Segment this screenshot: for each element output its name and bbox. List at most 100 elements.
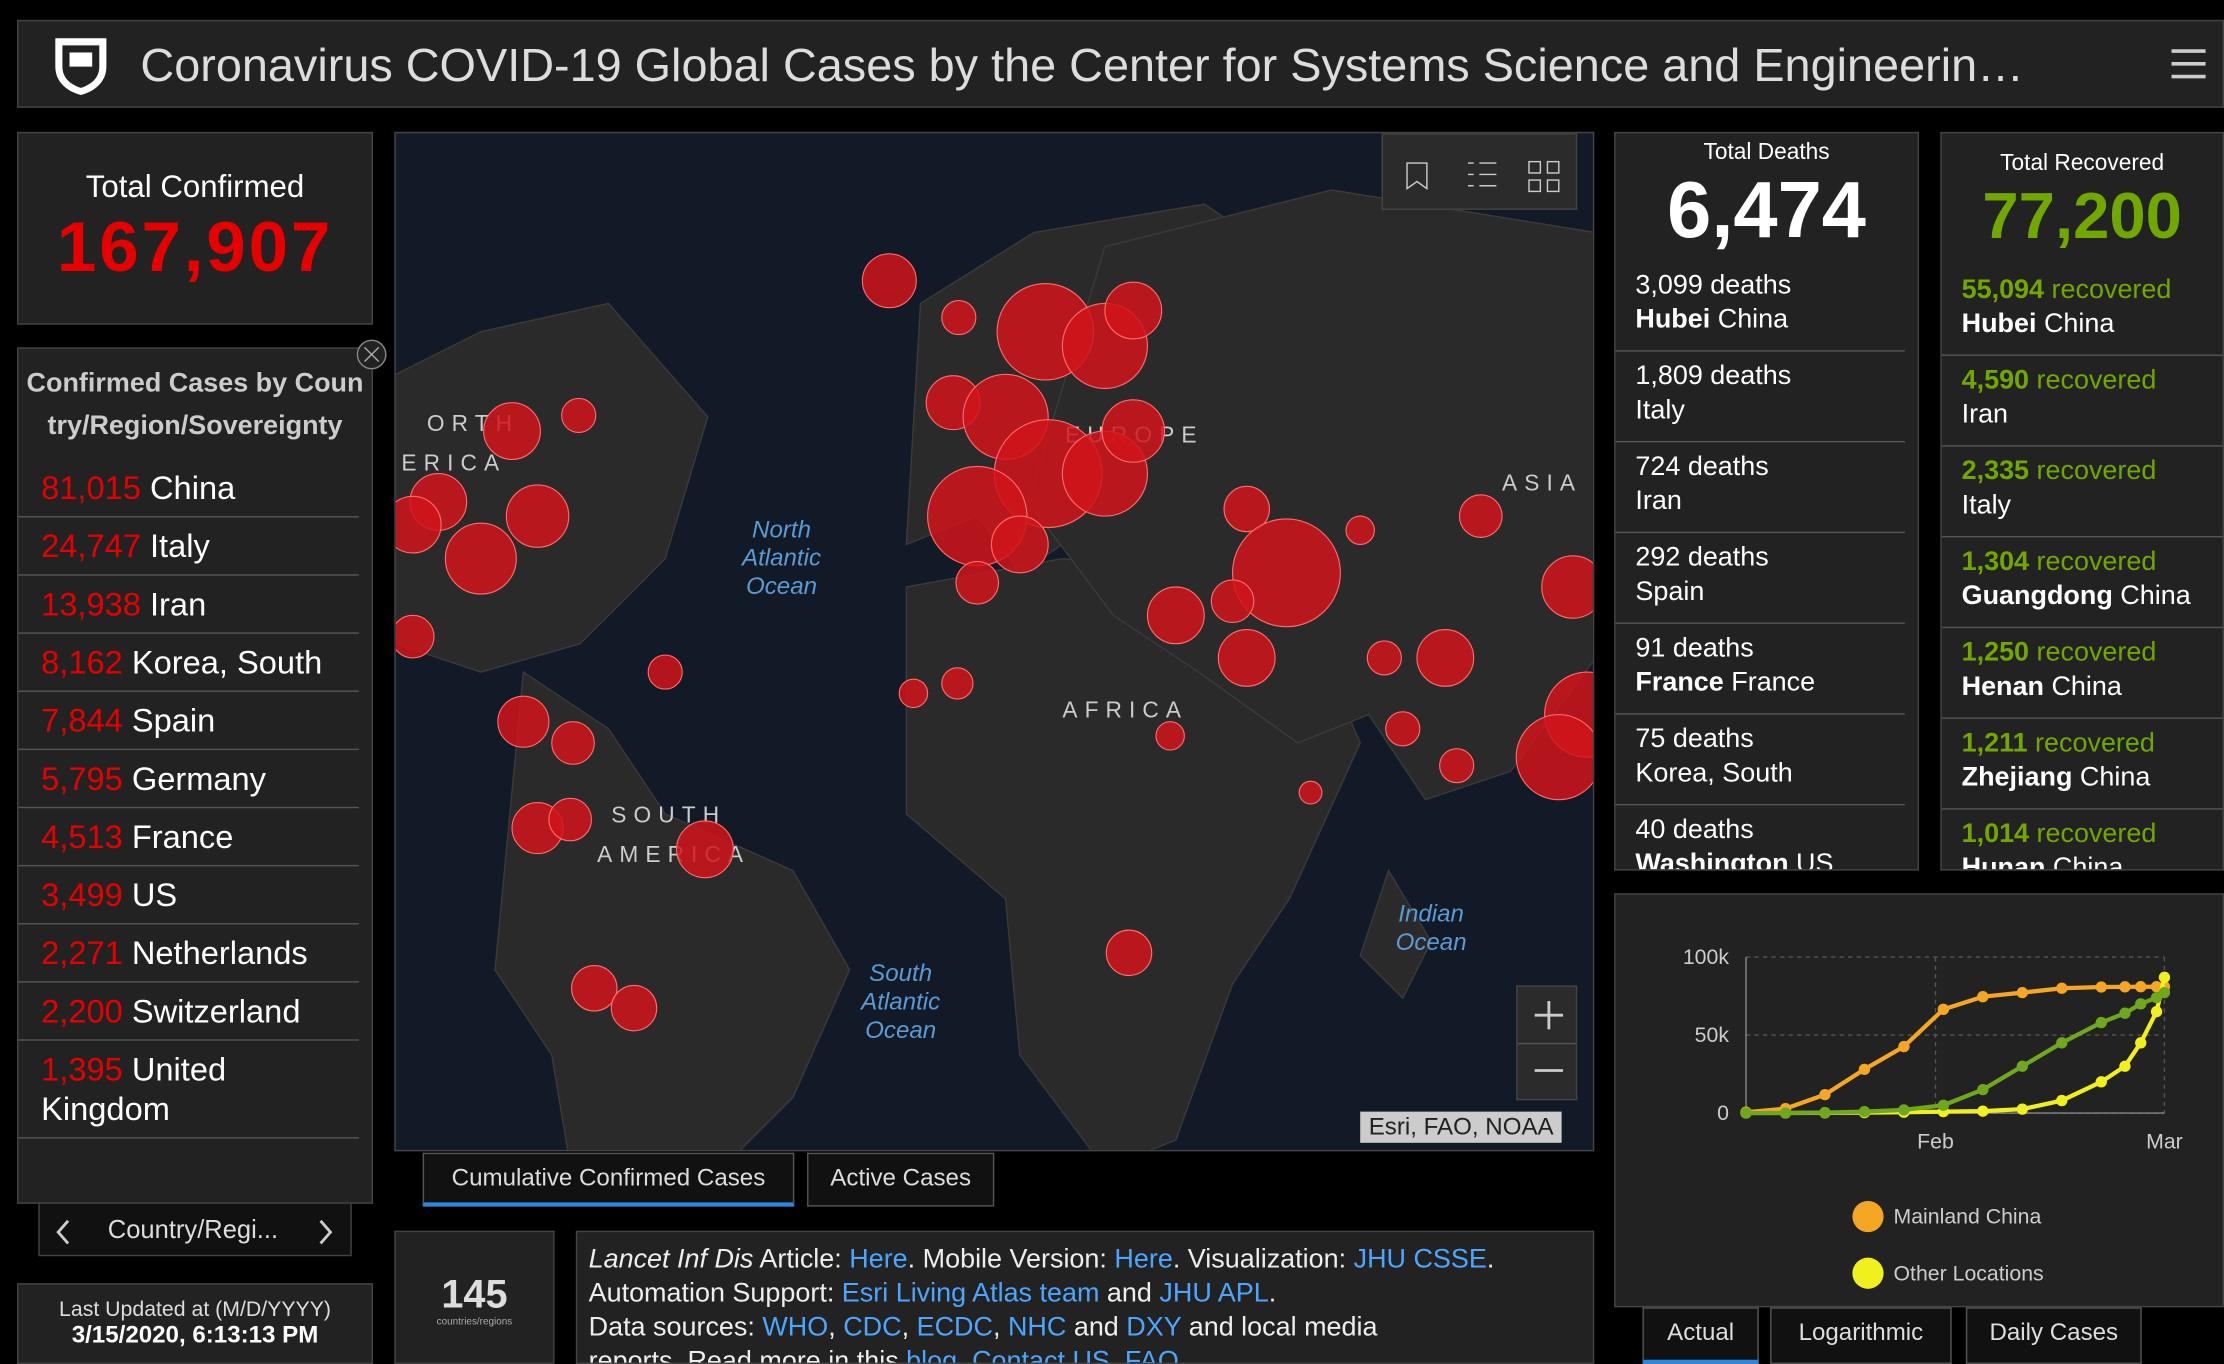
map-tab[interactable]: Active Cases	[807, 1152, 995, 1207]
case-bubble[interactable]	[1541, 555, 1594, 619]
case-bubble[interactable]	[1345, 515, 1375, 546]
list-row[interactable]: 81,015 China	[18, 459, 359, 518]
case-bubble[interactable]	[1439, 748, 1475, 784]
case-bubble[interactable]	[861, 253, 917, 309]
list-row[interactable]: 724 deaths Iran	[1615, 442, 1905, 534]
case-bubble[interactable]	[990, 515, 1049, 574]
link[interactable]: Here	[1114, 1244, 1173, 1275]
case-bubble[interactable]	[551, 721, 595, 765]
place-line: France France	[1635, 666, 1885, 700]
region: Henan	[1961, 672, 2044, 702]
case-bubble[interactable]	[1155, 721, 1185, 751]
list-row[interactable]: 1,211 recovered Zhejiang China	[1941, 719, 2223, 810]
list-row[interactable]: 2,335 recovered Italy	[1941, 447, 2223, 538]
list-row[interactable]: 1,395 United Kingdom	[18, 1041, 359, 1139]
zoom-controls	[1516, 985, 1578, 1101]
list-row[interactable]: 3,499 US	[18, 866, 359, 925]
case-bubble[interactable]	[1217, 628, 1276, 687]
case-bubble[interactable]	[548, 797, 593, 842]
case-bubble[interactable]	[1231, 518, 1341, 628]
case-bubble[interactable]	[647, 654, 683, 690]
prev-button[interactable]	[54, 1218, 74, 1246]
link[interactable]: WHO	[762, 1312, 829, 1343]
case-bubble[interactable]	[1458, 494, 1503, 538]
link[interactable]: blog	[906, 1346, 958, 1364]
menu-button[interactable]	[2169, 44, 2209, 84]
list-row[interactable]: 2,271 Netherlands	[18, 924, 359, 983]
list-row[interactable]: 1,014 recovered Hunan China	[1942, 810, 2223, 870]
list-row[interactable]: 55,094 recovered Hubei China	[1941, 265, 2223, 356]
case-bubble[interactable]	[561, 397, 597, 434]
case-bubble[interactable]	[610, 984, 658, 1032]
case-bubble[interactable]	[941, 300, 977, 336]
list-row[interactable]: 2,200 Switzerland	[18, 983, 359, 1041]
list-row[interactable]: 5,795 Germany	[18, 750, 359, 809]
list-row[interactable]: 91 deaths France France	[1615, 624, 1905, 715]
case-bubble[interactable]	[955, 560, 1000, 605]
case-bubble[interactable]	[1223, 485, 1271, 533]
chart-tab[interactable]: Daily Cases	[1965, 1307, 2142, 1364]
list-row[interactable]: 3,099 deaths Hubei China	[1615, 261, 1905, 352]
link[interactable]: Contact US	[972, 1346, 1110, 1364]
case-bubble[interactable]	[1104, 281, 1163, 340]
list-row[interactable]: 1,809 deaths Italy	[1615, 352, 1905, 443]
link[interactable]: DXY	[1126, 1312, 1182, 1343]
list-row[interactable]: 7,844 Spain	[18, 692, 359, 751]
list-row[interactable]: 292 deaths Spain	[1615, 533, 1905, 624]
case-bubble[interactable]	[1146, 586, 1205, 645]
text: and	[1066, 1312, 1127, 1343]
toolbar-icons[interactable]	[1383, 135, 1577, 210]
expand-button[interactable]	[355, 337, 389, 371]
chart-tab[interactable]: Logarithmic	[1770, 1307, 1952, 1364]
case-bubble[interactable]	[395, 614, 435, 659]
case-bubble[interactable]	[1515, 714, 1594, 801]
data-point	[1937, 1099, 1950, 1111]
link[interactable]: NHC	[1007, 1312, 1067, 1343]
case-bubble[interactable]	[1298, 780, 1323, 805]
map-tab[interactable]: Cumulative Confirmed Cases	[422, 1152, 795, 1207]
zoom-buttons[interactable]	[1517, 987, 1578, 1100]
place: Italy	[149, 527, 210, 565]
link[interactable]: Esri Living Atlas team	[841, 1278, 1100, 1309]
total-confirmed: Total Confirmed 167,907	[17, 131, 374, 325]
case-bubble[interactable]	[1385, 711, 1421, 747]
link[interactable]: FAQ	[1124, 1346, 1179, 1364]
case-bubble[interactable]	[1416, 628, 1475, 687]
data-point	[2119, 1007, 2131, 1019]
case-bubble[interactable]	[571, 965, 618, 1012]
list-row[interactable]: 8,162 Korea, South	[18, 634, 359, 692]
country: Korea, South	[1635, 758, 1793, 789]
link[interactable]: JHU APL	[1159, 1278, 1269, 1309]
value: 3/15/2020, 6:13:13 PM	[71, 1321, 319, 1349]
list-row[interactable]: 24,747 Italy	[18, 518, 359, 576]
count: 3,499	[41, 876, 123, 914]
list-row[interactable]: 4,513 France	[18, 808, 359, 867]
case-bubble[interactable]	[675, 820, 734, 879]
data-point	[2150, 981, 2163, 993]
chart-tab[interactable]: Actual	[1642, 1307, 1759, 1364]
unit: recovered	[2051, 275, 2172, 305]
case-bubble[interactable]	[505, 484, 570, 548]
list-row[interactable]: 1,304 recovered Guangdong China	[1941, 537, 2223, 629]
list-row[interactable]: 75 deaths Korea, South	[1615, 715, 1905, 806]
case-bubble[interactable]	[444, 522, 517, 595]
link[interactable]: ECDC	[916, 1312, 993, 1343]
list-row[interactable]: 1,250 recovered Henan China	[1941, 628, 2223, 719]
list-row[interactable]: 40 deaths Washington US	[1616, 805, 1905, 869]
list-row[interactable]: 4,590 recovered Iran	[1941, 356, 2223, 447]
case-bubble[interactable]	[941, 667, 974, 700]
next-button[interactable]	[315, 1218, 335, 1246]
case-bubble[interactable]	[395, 495, 442, 554]
case-bubble[interactable]	[1210, 579, 1255, 624]
link[interactable]: CDC	[843, 1312, 902, 1343]
case-bubble[interactable]	[483, 402, 541, 460]
case-bubble[interactable]	[1366, 640, 1402, 676]
header: Coronavirus COVID-19 Global Cases by the…	[17, 19, 2224, 108]
link[interactable]: Here	[849, 1244, 908, 1275]
case-bubble[interactable]	[1101, 399, 1166, 463]
case-bubble[interactable]	[497, 695, 550, 748]
case-bubble[interactable]	[1105, 929, 1153, 977]
link[interactable]: JHU CSSE	[1353, 1244, 1487, 1275]
case-bubble[interactable]	[898, 678, 929, 709]
list-row[interactable]: 13,938 Iran	[18, 576, 359, 634]
